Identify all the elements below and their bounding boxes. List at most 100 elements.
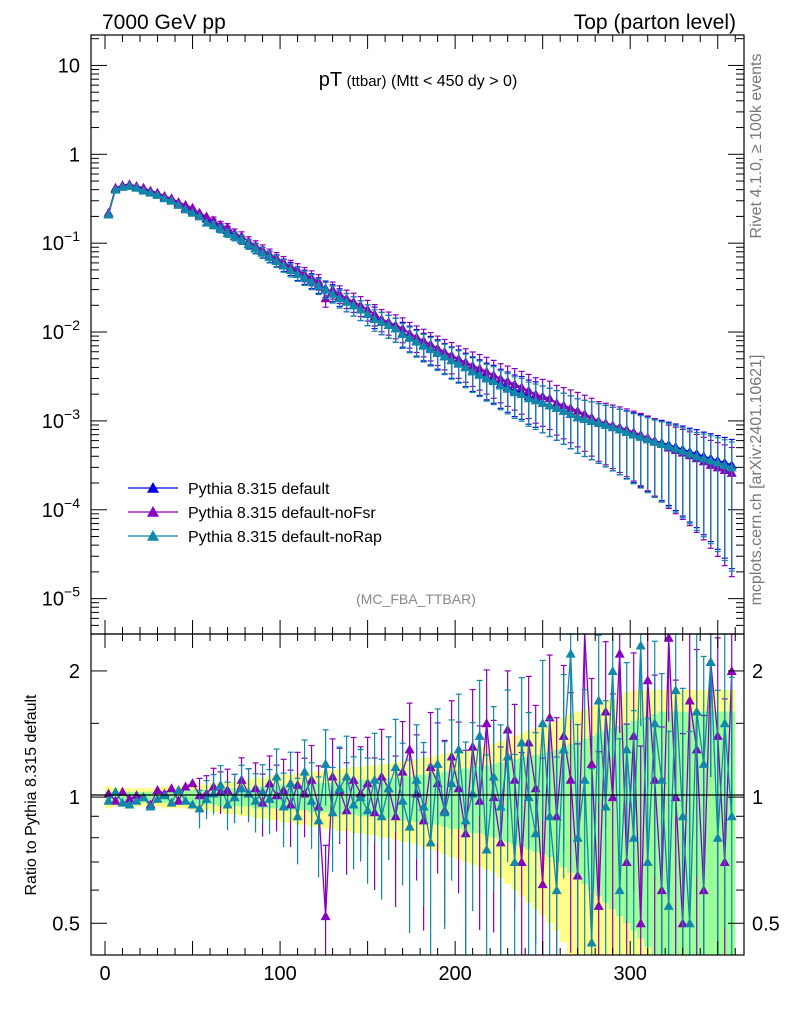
data-point [173,199,184,209]
ratio-point [138,792,149,802]
legend-marker [147,506,159,517]
ratio-point [173,784,184,794]
data-point [453,358,464,368]
ratio-point [565,774,576,784]
data-point [600,419,611,429]
y-tick-exp: −2 [64,317,80,333]
band-inner [189,789,197,805]
ratio-point [439,807,450,817]
ratio-point [635,918,646,928]
ratio-point [607,792,618,802]
ratio-point [558,744,569,754]
data-point [712,457,723,467]
ratio-point [320,758,331,768]
ratio-point [684,918,695,928]
data-point [257,247,268,257]
ratio-point [663,632,674,642]
ratio-point [453,744,464,754]
ratio-point [299,766,310,776]
ratio-point [474,730,485,740]
y-tick-label: 10−5 [42,584,80,611]
series-line [107,184,732,466]
ratio-point [586,758,597,768]
ratio-point [166,797,177,807]
ratio-point [628,832,639,842]
data-point [537,397,548,407]
data-point [362,308,373,318]
data-point [411,336,422,346]
header-right: Top (parton level) [574,11,736,34]
ratio-axis-ticks: 2 2 1 1 0.5 0.5 [52,661,780,935]
ratio-point [264,793,275,803]
ratio-point [180,795,191,805]
data-point [579,414,590,424]
ratio-point [152,793,163,803]
data-point [110,184,121,194]
ratio-point [523,792,534,802]
y-tick-base: 10 [42,233,64,255]
data-point [502,383,513,393]
legend-marker [147,530,159,541]
ratio-point [481,844,492,854]
data-point [439,351,450,361]
ratio-point [572,832,583,842]
data-point [369,314,380,324]
legend-label: Pythia 8.315 default-noRap [188,529,382,546]
ratio-point [355,792,366,802]
y-tick-exp: −3 [64,406,80,422]
data-point [201,211,212,221]
ratio-point [726,811,737,821]
ratio-point [320,911,331,921]
ratio-y-tick-label: 0.5 [52,913,80,935]
data-point [166,195,177,205]
ratio-point [579,774,590,784]
ratio-point [607,665,618,675]
data-point [215,223,226,233]
ratio-point [544,811,555,821]
ratio-y-tick-label-right: 0.5 [752,913,780,935]
y-tick-base: 10 [58,55,80,77]
ratio-point [670,685,681,695]
ratio-point [250,795,261,805]
mcplots-label: mcplots.cern.ch [arXiv:2401.10621] [748,355,765,606]
data-point [663,441,674,451]
ratio-point [152,784,163,794]
ratio-point [719,718,730,728]
legend-item: Pythia 8.315 default-noRap [128,529,382,546]
data-point [495,380,506,390]
data-point [390,323,401,333]
y-tick-exp: −1 [64,228,80,244]
ratio-point [593,900,604,910]
ratio-point [642,675,653,685]
ratio-point [131,795,142,805]
data-point [677,445,688,455]
data-point [103,209,114,219]
ratio-point [418,801,429,811]
ratio-point [586,937,597,947]
data-point [243,239,254,249]
ratio-point [334,783,345,793]
ratio-point [145,801,156,811]
data-point [670,443,681,453]
data-point [264,251,275,261]
ratio-point [327,807,338,817]
ratio-point [509,857,520,867]
data-point [278,260,289,270]
ratio-point [306,795,317,805]
data-point [201,217,212,227]
ratio-point [187,778,198,788]
ratio-point [663,900,674,910]
rivet-label: Rivet 4.1.0, ≥ 100k events [748,54,765,239]
data-point [460,362,471,372]
ratio-point [215,779,226,789]
ratio-y-tick-label-right: 1 [752,787,763,809]
data-point [593,417,604,427]
data-point [187,202,198,212]
data-point [152,189,163,199]
legend-label: Pythia 8.315 default [188,481,330,498]
ratio-point [341,771,352,781]
ratio-point [110,786,121,796]
analysis-tag: (MC_FBA_TTBAR) [356,591,476,607]
series-line [107,185,732,468]
main-series-group [103,179,737,578]
